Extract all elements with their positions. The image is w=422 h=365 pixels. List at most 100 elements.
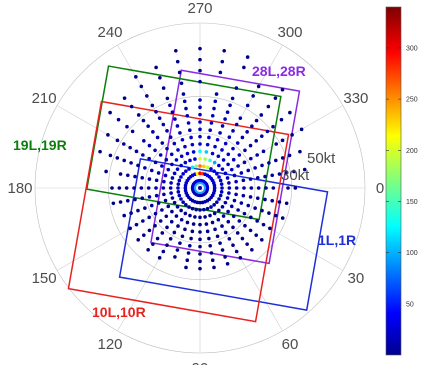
scatter-point <box>237 219 242 223</box>
scatter-point <box>280 138 285 143</box>
scatter-point <box>280 156 285 160</box>
scatter-point <box>245 55 250 59</box>
scatter-point <box>136 238 141 242</box>
scatter-point <box>161 249 166 254</box>
scatter-point <box>225 262 230 266</box>
scatter-point <box>254 233 258 237</box>
scatter-point <box>129 161 133 165</box>
scatter-point <box>172 230 177 235</box>
scatter-point <box>220 124 225 128</box>
scatter-point <box>151 130 155 134</box>
scatter-point <box>249 215 253 220</box>
scatter-point <box>132 186 136 190</box>
scatter-point <box>151 242 155 246</box>
scatter-point <box>186 251 191 255</box>
scatter-point <box>190 142 195 147</box>
scatter-point <box>234 122 239 127</box>
scatter-point <box>179 154 184 159</box>
scatter-point <box>267 161 271 165</box>
scatter-point <box>210 220 215 225</box>
runway-box-19L-19R <box>85 65 282 221</box>
scatter-point <box>111 201 116 206</box>
scatter-point <box>169 191 173 195</box>
scatter-point <box>225 110 230 114</box>
scatter-point <box>210 113 215 118</box>
scatter-point <box>179 163 183 168</box>
scatter-point <box>279 117 284 122</box>
runway-box-28L-28R <box>150 69 301 265</box>
scatter-point <box>227 186 232 190</box>
scatter-point <box>284 170 289 175</box>
scatter-point <box>221 158 226 162</box>
scatter-point <box>198 208 202 212</box>
scatter-point <box>261 149 266 154</box>
scatter-point <box>174 158 179 162</box>
scatter-point <box>221 214 226 218</box>
scatter-point <box>248 177 253 181</box>
scatter-point <box>184 106 188 111</box>
scatter-point <box>213 144 217 149</box>
scatter-point <box>186 121 191 125</box>
scatter-point <box>185 151 190 156</box>
angle-tick-label: 330 <box>343 90 368 107</box>
scatter-point <box>185 113 190 118</box>
scatter-point <box>238 116 243 120</box>
scatter-point <box>193 157 197 161</box>
scatter-point <box>155 236 160 241</box>
scatter-point <box>236 164 240 168</box>
scatter-point <box>214 92 219 96</box>
scatter-point <box>161 86 166 90</box>
scatter-point <box>259 113 264 117</box>
scatter-point <box>169 219 174 224</box>
scatter-point <box>180 137 185 142</box>
scatter-point <box>133 174 137 179</box>
scatter-point <box>187 167 191 171</box>
scatter-point <box>218 241 222 245</box>
ring-labels: 30kt 50kt <box>281 150 336 184</box>
scatter-point <box>141 118 146 123</box>
scatter-point <box>218 193 223 198</box>
scatter-point <box>259 134 264 138</box>
scatter-point <box>165 146 169 151</box>
scatter-point <box>208 128 212 133</box>
scatter-point <box>255 196 260 200</box>
scatter-point <box>254 139 258 143</box>
colorbar-gradient <box>385 6 402 356</box>
scatter-point <box>287 153 292 158</box>
scatter-point <box>166 204 171 209</box>
scatter-point <box>212 106 216 111</box>
scatter-point <box>274 158 278 163</box>
scatter-point <box>176 186 180 190</box>
scatter-point <box>286 186 290 190</box>
scatter-point <box>226 152 231 157</box>
scatter-point <box>209 121 214 125</box>
scatter-point <box>175 124 180 128</box>
scatter-point <box>217 197 221 201</box>
scatter-point <box>185 258 190 263</box>
scatter-point <box>223 141 228 146</box>
scatter-point <box>124 186 129 190</box>
scatter-point <box>154 65 158 70</box>
scatter-point <box>118 172 123 176</box>
scatter-point <box>147 156 151 161</box>
scatter-point <box>264 186 268 190</box>
angle-tick-label: 60 <box>282 336 299 353</box>
scatter-point <box>240 135 245 140</box>
scatter-point <box>172 171 177 176</box>
scatter-point <box>204 150 209 154</box>
scatter-point <box>213 99 218 104</box>
scatter-point <box>154 193 159 198</box>
scatter-point <box>273 96 278 100</box>
scatter-point <box>198 156 202 161</box>
scatter-point <box>263 197 267 202</box>
scatter-point <box>208 213 212 218</box>
scatter-point <box>134 75 138 79</box>
scatter-point <box>280 87 285 92</box>
scatter-point <box>212 265 216 270</box>
scatter-point <box>230 96 235 101</box>
scatter-point <box>180 234 185 239</box>
runway-label-10L-10R: 10L,10R <box>92 304 146 320</box>
angle-tick-label: 300 <box>277 24 302 41</box>
scatter-point <box>242 211 247 216</box>
scatter-point <box>187 205 191 209</box>
